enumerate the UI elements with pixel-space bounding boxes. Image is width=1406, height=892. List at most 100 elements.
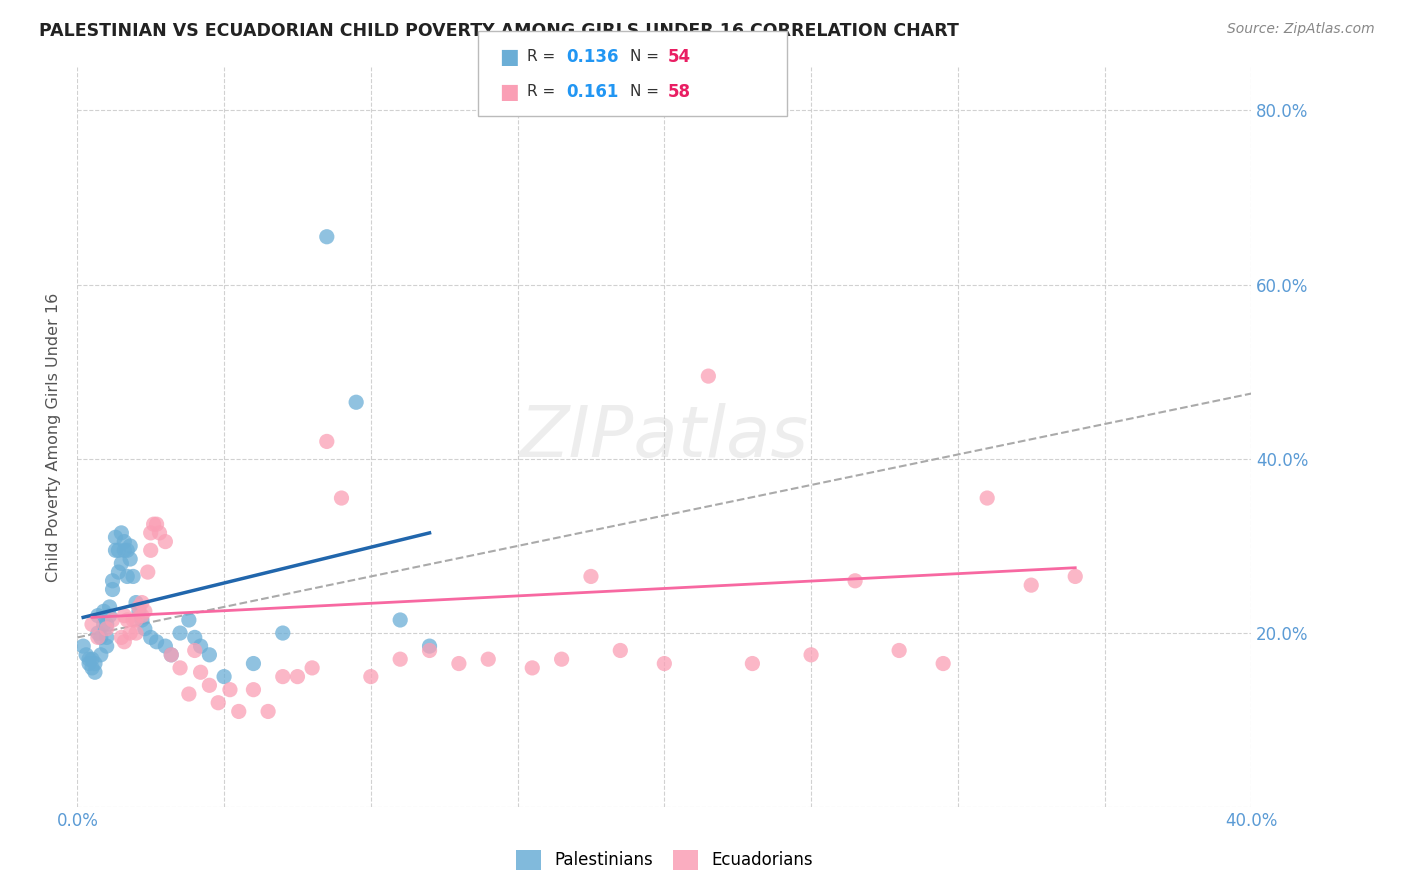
Point [447,657,470,671]
Point [609,643,631,657]
Point [198,678,221,692]
Point [120,539,142,553]
Point [169,661,191,675]
Point [169,626,191,640]
Point [800,648,823,662]
Text: 54: 54 [668,48,690,66]
Point [389,652,412,666]
Point [183,643,207,657]
Point [198,648,221,662]
Point [128,599,150,614]
Point [87,626,110,640]
Point [93,604,115,618]
Point [122,569,145,583]
Point [110,525,132,540]
Point [190,665,212,680]
Point [145,634,167,648]
Point [139,631,162,645]
Point [96,622,118,636]
Point [84,657,107,671]
Point [1019,578,1042,592]
Point [120,552,142,566]
Point [522,661,544,675]
Point [131,608,153,623]
Point [115,613,138,627]
Point [134,622,156,636]
Point [125,613,148,627]
Point [242,657,264,671]
Point [477,652,499,666]
Text: ■: ■ [499,82,519,102]
Point [190,639,212,653]
Point [96,639,118,653]
Point [110,631,132,645]
Point [112,543,135,558]
Point [360,670,382,684]
Point [139,525,162,540]
Text: ZIPatlas: ZIPatlas [520,402,808,472]
Point [844,574,866,588]
Point [98,608,121,623]
Point [72,639,94,653]
Point [77,652,100,666]
Point [315,229,337,244]
Point [177,613,200,627]
Point [120,626,142,640]
Point [741,657,763,671]
Point [160,648,183,662]
Point [84,665,107,680]
Point [122,613,145,627]
Point [271,626,294,640]
Point [287,670,309,684]
Point [315,434,337,449]
Point [183,631,207,645]
Point [128,604,150,618]
Point [104,530,127,544]
Point [80,617,103,632]
Text: 0.161: 0.161 [567,83,619,101]
Point [155,639,177,653]
Point [654,657,676,671]
Point [344,395,367,409]
Point [330,491,353,505]
Point [136,565,159,579]
Point [112,534,135,549]
Point [976,491,998,505]
Point [148,525,170,540]
Point [389,613,412,627]
Point [212,670,235,684]
Point [87,608,110,623]
Point [115,569,138,583]
Point [75,648,97,662]
Text: 58: 58 [668,83,690,101]
Point [160,648,183,662]
Text: R =: R = [527,84,561,99]
Point [112,634,135,648]
Point [131,596,153,610]
Point [155,534,177,549]
Point [98,599,121,614]
Point [142,517,165,532]
Point [419,643,441,657]
Point [77,657,100,671]
Point [207,696,229,710]
Point [101,613,124,627]
Text: N =: N = [630,84,664,99]
Point [101,582,124,597]
Point [697,369,720,384]
Point [87,631,110,645]
Point [145,517,167,532]
Point [107,543,129,558]
Point [90,631,112,645]
Point [550,652,572,666]
Point [134,604,156,618]
Point [90,648,112,662]
Point [101,574,124,588]
Point [131,613,153,627]
Text: N =: N = [630,49,664,64]
Text: Source: ZipAtlas.com: Source: ZipAtlas.com [1227,22,1375,37]
Text: R =: R = [527,49,561,64]
Point [80,661,103,675]
Point [419,639,441,653]
Point [110,557,132,571]
